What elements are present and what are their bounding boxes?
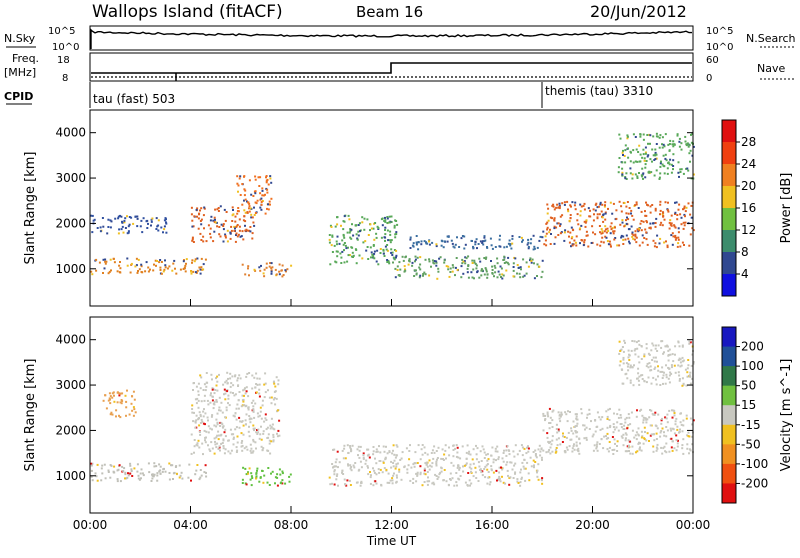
velocity-band-3 xyxy=(328,444,544,487)
power-ytick-label-1: 2000 xyxy=(55,216,86,230)
power-cbtick-label-1: 24 xyxy=(741,157,756,171)
power-frame xyxy=(89,109,694,307)
nave-tick-top: 60 xyxy=(706,55,719,66)
velocity-band-1 xyxy=(190,371,281,456)
velocity-colorbar-seg-6 xyxy=(722,444,736,465)
velocity-frame xyxy=(89,316,694,514)
nsky-tick-bottom: 10^0 xyxy=(52,42,79,53)
power-colorbar-seg-5 xyxy=(722,230,736,253)
velocity-band-4 xyxy=(542,407,695,455)
power-colorbar-seg-4 xyxy=(722,208,736,231)
velocity-colorbar-seg-2 xyxy=(722,366,736,387)
site-title: Wallops Island (fitACF) xyxy=(92,2,283,22)
velocity-ytick-label-3: 4000 xyxy=(55,333,86,347)
freq-tick-top: 18 xyxy=(57,55,70,66)
freq-trace xyxy=(91,62,692,74)
freq-tick-bottom: 8 xyxy=(62,73,68,84)
velocity-colorbar-frame xyxy=(721,326,737,504)
power-ylabel: Slant Range [km] xyxy=(23,152,38,265)
velocity-colorbar-seg-0 xyxy=(722,327,736,348)
nsky-trace xyxy=(90,28,692,49)
power-colorbar-seg-6 xyxy=(722,252,736,275)
velocity-xtick-label-2: 08:00 xyxy=(274,518,309,532)
nsearch-tick-top: 10^5 xyxy=(706,26,733,37)
nsky-tick-top: 10^5 xyxy=(48,26,75,37)
power-colorbar-seg-7 xyxy=(722,274,736,297)
cpid-segment-1: tau (fast) 503 xyxy=(93,92,175,106)
velocity-band-2 xyxy=(241,466,292,487)
power-cbtick-label-0: 28 xyxy=(741,135,756,149)
power-band-4 xyxy=(328,214,399,266)
nsky-label: N.Sky xyxy=(4,32,36,45)
power-band-6 xyxy=(409,234,544,251)
velocity-ytick-label-0: 1000 xyxy=(55,469,86,483)
power-ytick-label-3: 4000 xyxy=(55,126,86,140)
date-title: 20/Jun/2012 xyxy=(590,2,687,21)
power-colorbar-seg-0 xyxy=(722,120,736,143)
power-band-0 xyxy=(90,257,207,276)
power-band-1 xyxy=(190,205,256,243)
power-band-5 xyxy=(392,255,544,280)
velocity-xtick-label-6: 00:00 xyxy=(676,518,711,532)
nave-label: Nave xyxy=(757,62,785,75)
velocity-ytick-label-2: 3000 xyxy=(55,378,86,392)
velocity-ylabel: Slant Range [km] xyxy=(23,359,38,472)
beam-title: Beam 16 xyxy=(356,3,423,21)
velocity-colorbar-seg-1 xyxy=(722,346,736,367)
velocity-colorbar-seg-8 xyxy=(722,483,736,504)
velocity-ytick-label-1: 2000 xyxy=(55,423,86,437)
velocity-cbtick-label-0: 200 xyxy=(741,340,764,354)
velocity-colorbar-label: Velocity [m s^-1] xyxy=(779,359,794,472)
freq-panel xyxy=(89,52,694,82)
freq-label-2: [MHz] xyxy=(4,66,36,79)
velocity-xtick-label-0: 00:00 xyxy=(73,518,108,532)
power-colorbar-seg-3 xyxy=(722,186,736,209)
power-heatmap: 1000 2000 3000 4000 Slant Range [km] 28 24 20 16… xyxy=(23,109,794,307)
power-band-9 xyxy=(90,214,168,235)
velocity-colorbar-seg-4 xyxy=(722,405,736,426)
power-colorbar-label: Power [dB] xyxy=(779,173,794,244)
power-cbtick-label-4: 12 xyxy=(741,223,756,237)
power-cbtick-label-3: 16 xyxy=(741,201,756,215)
power-ytick-label-2: 3000 xyxy=(55,171,86,185)
power-band-7 xyxy=(542,200,695,249)
cpid-label: CPID xyxy=(4,90,33,103)
power-ytick-label-0: 1000 xyxy=(55,262,86,276)
nsearch-label: N.Search xyxy=(746,32,796,45)
velocity-xtick-label-5: 20:00 xyxy=(575,518,610,532)
power-band-2 xyxy=(236,175,273,216)
velocity-band-0 xyxy=(90,462,208,483)
power-cbtick-label-2: 20 xyxy=(741,179,756,193)
power-band-3 xyxy=(241,262,293,278)
velocity-cbtick-label-1: 100 xyxy=(741,359,764,373)
cpid-segment-2: themis (tau) 3310 xyxy=(545,84,653,98)
velocity-heatmap: 1000 2000 3000 4000 Slant Range [km] 00:00 04:… xyxy=(23,316,794,548)
velocity-cbtick-label-5: -50 xyxy=(741,437,761,451)
nsky-panel xyxy=(89,25,694,51)
power-band-8 xyxy=(617,132,695,180)
velocity-cbtick-label-7: -200 xyxy=(741,476,768,490)
nsearch-tick-bottom: 10^0 xyxy=(706,42,733,53)
power-colorbar-seg-1 xyxy=(722,142,736,165)
velocity-cbtick-label-3: 15 xyxy=(741,398,756,412)
velocity-xtick-label-1: 04:00 xyxy=(173,518,208,532)
velocity-colorbar-seg-5 xyxy=(722,424,736,445)
nave-tick-bottom: 0 xyxy=(706,73,712,84)
freq-label-1: Freq. xyxy=(12,52,39,65)
velocity-band-5 xyxy=(102,389,137,419)
velocity-colorbar-seg-7 xyxy=(722,463,736,484)
power-cbtick-label-6: 4 xyxy=(741,267,749,281)
power-cbtick-label-5: 8 xyxy=(741,245,749,259)
velocity-cbtick-label-4: -15 xyxy=(741,418,761,432)
velocity-xtick-label-3: 12:00 xyxy=(374,518,409,532)
velocity-xlabel: Time UT xyxy=(366,534,417,548)
velocity-cbtick-label-2: 50 xyxy=(741,379,756,393)
velocity-band-6 xyxy=(618,339,695,387)
velocity-colorbar-seg-3 xyxy=(722,385,736,406)
power-colorbar-seg-2 xyxy=(722,164,736,187)
velocity-xtick-label-4: 16:00 xyxy=(475,518,510,532)
velocity-cbtick-label-6: -100 xyxy=(741,457,768,471)
